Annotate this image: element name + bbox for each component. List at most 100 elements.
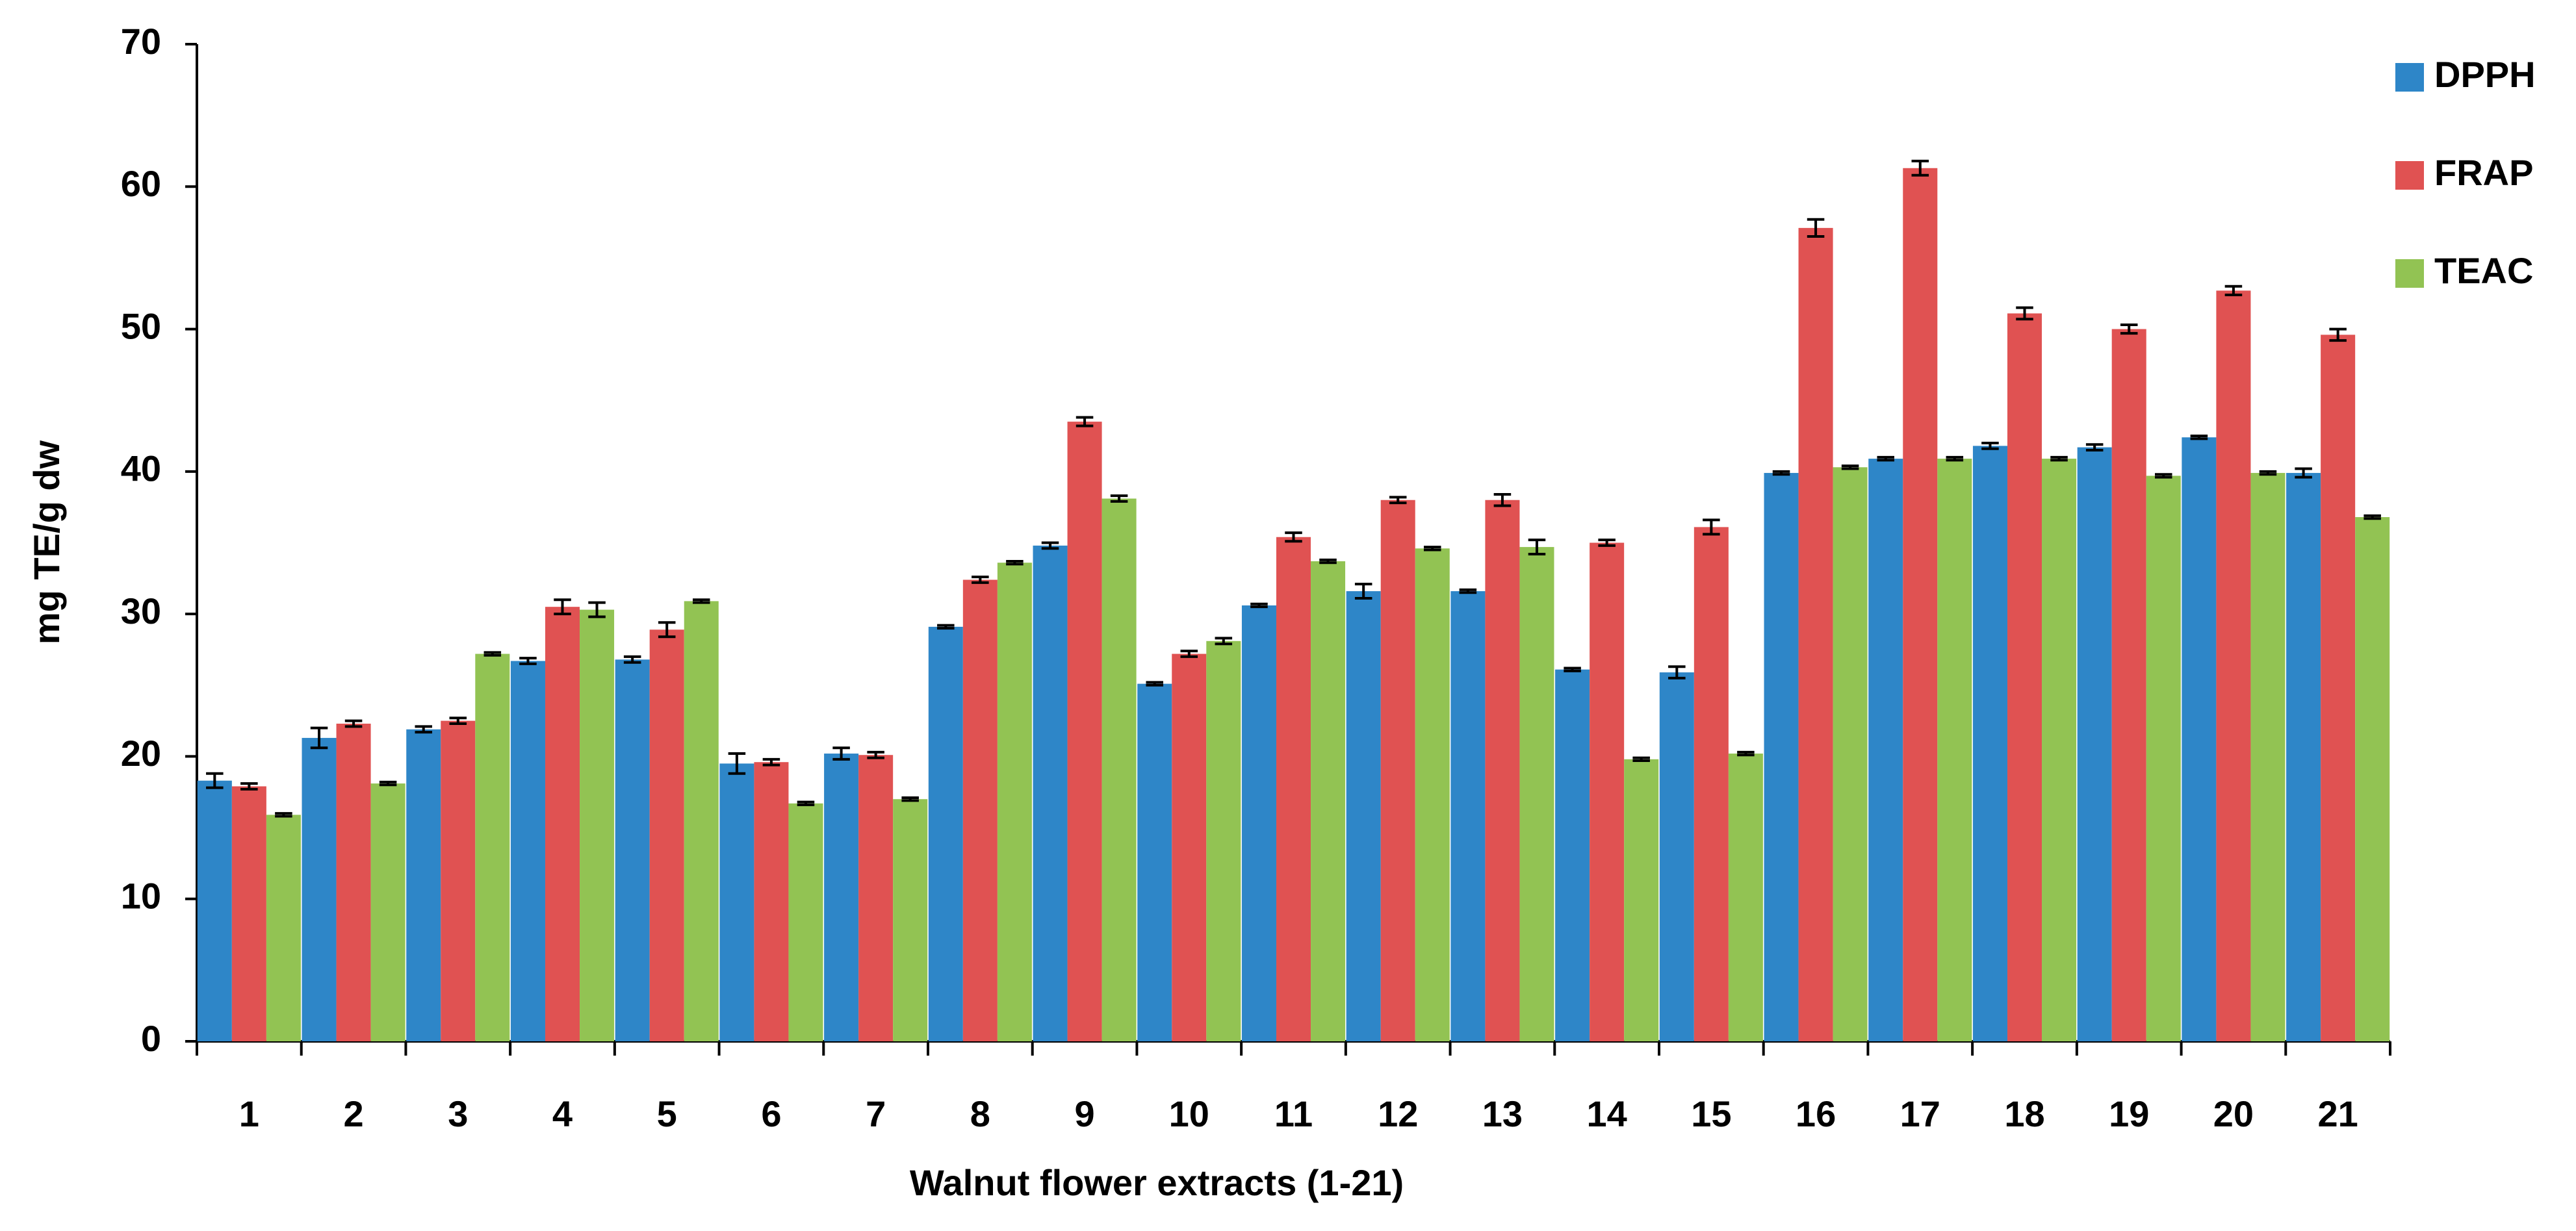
bar [1033, 545, 1068, 1041]
bar [1590, 542, 1625, 1041]
bar [1067, 422, 1102, 1041]
x-tick-label: 1 [239, 1093, 259, 1134]
legend-swatch [2395, 161, 2424, 190]
bar [684, 601, 719, 1041]
bar [1937, 459, 1972, 1041]
x-tick-label: 19 [2109, 1093, 2149, 1134]
bar [754, 762, 789, 1041]
x-tick-label: 3 [448, 1093, 468, 1134]
x-tick-label: 18 [2004, 1093, 2044, 1134]
legend-swatch [2395, 259, 2424, 288]
bar [893, 799, 928, 1041]
x-tick-label: 11 [1274, 1093, 1313, 1134]
bar [2286, 473, 2321, 1041]
bar [2182, 437, 2217, 1041]
bar [1206, 641, 1241, 1041]
bar [928, 626, 963, 1041]
x-tick-label: 10 [1169, 1093, 1209, 1134]
bar [1346, 591, 1381, 1041]
bar [824, 754, 859, 1041]
x-tick-label: 8 [970, 1093, 990, 1134]
bar [336, 723, 371, 1041]
x-axis-title: Walnut flower extracts (1-21) [910, 1162, 1404, 1203]
bar [1172, 654, 1207, 1041]
bar [1798, 227, 1833, 1042]
bar [266, 815, 301, 1041]
legend-label: FRAP [2434, 152, 2533, 193]
y-tick-label: 0 [141, 1018, 161, 1059]
x-tick-label: 6 [761, 1093, 781, 1134]
bar [302, 737, 337, 1041]
bar [1694, 527, 1729, 1041]
bar [1764, 473, 1799, 1041]
bar [2321, 335, 2356, 1042]
bar [1137, 683, 1172, 1041]
bar [2250, 473, 2286, 1041]
bar [510, 661, 545, 1041]
x-tick-label: 9 [1074, 1093, 1094, 1134]
bar [406, 729, 441, 1041]
bar [2216, 290, 2251, 1042]
x-tick-label: 5 [657, 1093, 677, 1134]
bar [719, 763, 754, 1041]
bar [580, 609, 615, 1041]
bar [858, 755, 894, 1041]
bar [2146, 476, 2181, 1041]
bar [1450, 591, 1486, 1041]
bar [1101, 498, 1137, 1041]
bar [475, 654, 510, 1041]
x-tick-label: 16 [1796, 1093, 1836, 1134]
bar [1555, 669, 1590, 1041]
bar [1276, 537, 1311, 1041]
bar [1903, 168, 1938, 1041]
y-tick-label: 70 [121, 21, 161, 62]
bar [649, 629, 684, 1041]
bar [2111, 329, 2146, 1042]
bar [370, 783, 406, 1041]
x-tick-label: 2 [343, 1093, 363, 1134]
y-tick-label: 20 [121, 733, 161, 774]
x-tick-label: 20 [2213, 1093, 2254, 1134]
bar [1624, 759, 1659, 1041]
bar [545, 607, 580, 1041]
y-tick-label: 60 [121, 163, 161, 204]
bar [997, 563, 1032, 1041]
bar [788, 803, 823, 1041]
bar [197, 780, 232, 1041]
x-tick-label: 21 [2317, 1093, 2358, 1134]
bar [1728, 754, 1763, 1041]
x-tick-label: 14 [1586, 1093, 1627, 1134]
y-tick-label: 30 [121, 590, 161, 631]
x-tick-label: 13 [1482, 1093, 1523, 1134]
bar [962, 579, 998, 1041]
y-tick-label: 40 [121, 448, 161, 489]
bar [1380, 500, 1415, 1041]
x-tick-label: 17 [1900, 1093, 1940, 1134]
legend-label: DPPH [2434, 54, 2536, 95]
bar [2077, 447, 2112, 1041]
y-axis-title: mg TE/g dw [26, 440, 67, 644]
x-tick-label: 4 [552, 1093, 573, 1134]
bar [615, 659, 650, 1041]
y-tick-label: 10 [121, 876, 161, 917]
x-tick-label: 7 [866, 1093, 886, 1134]
bar [2042, 459, 2077, 1041]
bar [441, 720, 476, 1041]
bar [2355, 517, 2390, 1041]
legend-label: TEAC [2434, 250, 2533, 291]
bar [2007, 313, 2042, 1042]
bar [231, 786, 266, 1041]
bar [1972, 446, 2007, 1041]
bar [1519, 547, 1554, 1041]
bar [1833, 467, 1868, 1041]
y-tick-label: 50 [121, 305, 161, 346]
bar [1868, 459, 1903, 1041]
bar [1659, 672, 1694, 1041]
bar [1415, 548, 1450, 1041]
bar [1485, 500, 1520, 1041]
x-tick-label: 12 [1378, 1093, 1418, 1134]
bar [1241, 605, 1276, 1041]
legend-swatch [2395, 63, 2424, 92]
bar [1311, 561, 1346, 1041]
